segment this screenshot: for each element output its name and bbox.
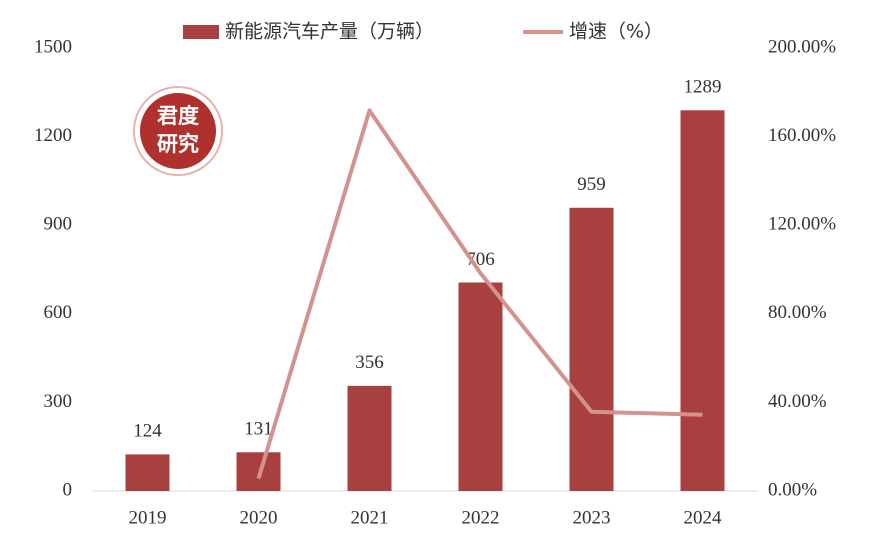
data-label: 1289 <box>684 77 722 98</box>
x-tick-label: 2020 <box>240 507 278 528</box>
bar <box>125 454 170 491</box>
legend-label: 新能源汽车产量（万辆） <box>225 21 434 43</box>
stamp-text: 君度 <box>157 104 199 128</box>
legend-swatch <box>183 25 219 39</box>
line <box>256 108 703 480</box>
bar <box>569 207 614 491</box>
y2-tick-label: 80.00% <box>768 302 827 323</box>
y2-tick-label: 160.00% <box>768 125 836 146</box>
data-label: 959 <box>577 174 606 195</box>
y2-tick-label: 40.00% <box>768 391 827 412</box>
y2-tick-label: 120.00% <box>768 214 836 235</box>
bar <box>347 385 392 491</box>
stamp-ring <box>133 86 223 176</box>
x-tick-label: 2019 <box>129 507 167 528</box>
data-label: 124 <box>133 421 162 442</box>
y2-tick-label: 200.00% <box>768 36 836 57</box>
y-tick-label: 600 <box>44 302 73 323</box>
legend-label: 增速（%） <box>569 21 663 43</box>
x-tick-label: 2021 <box>351 507 389 528</box>
y-tick-label: 1500 <box>34 36 72 57</box>
data-label: 356 <box>355 352 384 373</box>
y-tick-label: 1200 <box>34 125 72 146</box>
y-tick-label: 0 <box>63 479 73 500</box>
y-tick-label: 300 <box>44 391 73 412</box>
stamp-text: 研究 <box>157 132 199 156</box>
y-tick-label: 900 <box>44 214 73 235</box>
x-tick-label: 2022 <box>462 507 500 528</box>
data-label: 131 <box>244 419 273 440</box>
bar <box>236 452 281 491</box>
bar <box>680 110 725 491</box>
watermark-stamp: 君度 研究 <box>133 86 223 176</box>
bar <box>458 282 503 491</box>
x-tick-label: 2023 <box>573 507 611 528</box>
y2-tick-label: 0.00% <box>768 479 817 500</box>
stamp-disc <box>140 93 216 169</box>
x-tick-label: 2024 <box>684 507 723 528</box>
